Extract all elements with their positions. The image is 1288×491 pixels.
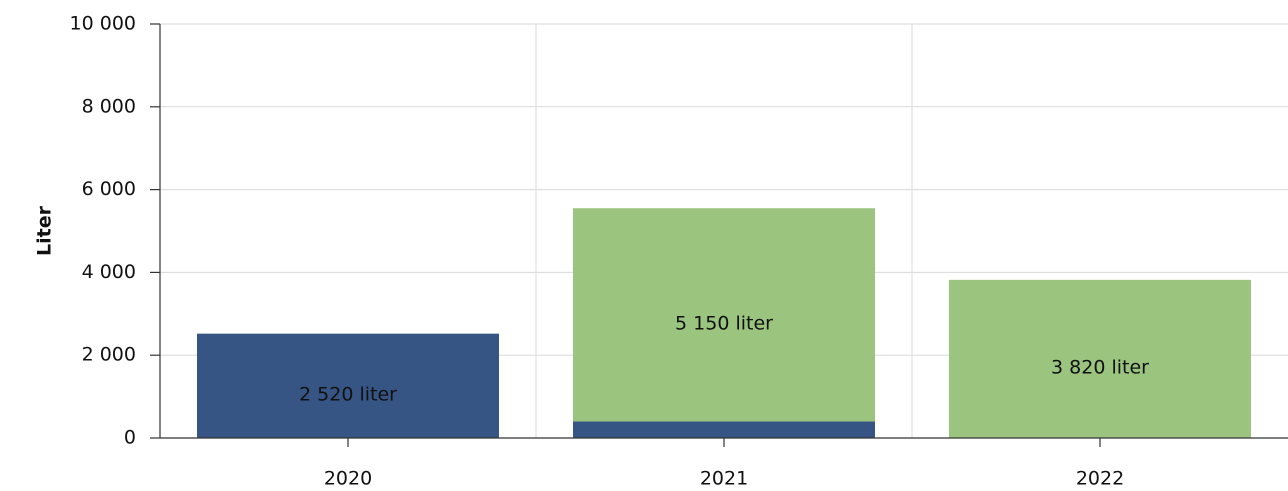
bar-segment xyxy=(949,279,1251,438)
bar-segment xyxy=(197,333,499,438)
value-label: 3 820 liter xyxy=(1051,356,1149,378)
bar-segment xyxy=(573,208,875,422)
value-label: 2 520 liter xyxy=(299,383,397,405)
y-tick-label: 6 000 xyxy=(82,178,136,200)
y-tick-label: 4 000 xyxy=(82,261,136,283)
value-label: 5 150 liter xyxy=(675,312,773,334)
x-tick-label: 2022 xyxy=(1076,468,1124,490)
y-tick-label: 8 000 xyxy=(82,95,136,117)
x-tick-label: 2020 xyxy=(324,468,372,490)
y-axis-label: Liter xyxy=(34,205,56,256)
y-tick-label: 10 000 xyxy=(70,13,136,35)
x-tick-label: 2021 xyxy=(700,468,748,490)
y-tick-label: 0 xyxy=(124,427,136,449)
bar-segment xyxy=(573,421,875,438)
y-tick-label: 2 000 xyxy=(82,344,136,366)
